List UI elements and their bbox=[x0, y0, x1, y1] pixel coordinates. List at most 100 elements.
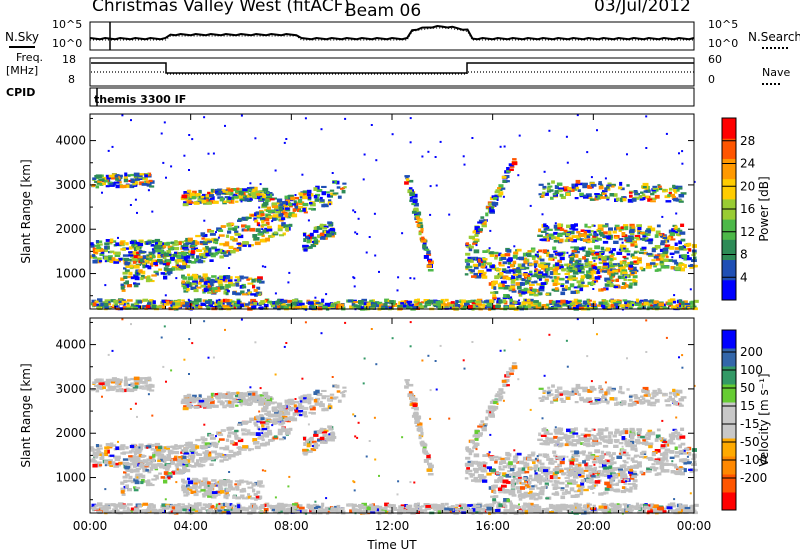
power-cell bbox=[133, 255, 140, 259]
power-cell bbox=[553, 256, 558, 259]
power-noise bbox=[151, 210, 154, 213]
velocity-cell bbox=[427, 473, 434, 476]
power-cell bbox=[672, 300, 677, 304]
velocity-cell bbox=[498, 456, 502, 461]
power-cell bbox=[638, 195, 643, 199]
power-cell bbox=[600, 256, 607, 260]
velocity-cell bbox=[229, 400, 235, 404]
power-cell bbox=[241, 283, 246, 286]
power-cell bbox=[671, 195, 676, 199]
power-cell bbox=[252, 234, 258, 238]
power-noise bbox=[541, 213, 544, 216]
power-cell bbox=[529, 283, 535, 286]
power-noise bbox=[163, 121, 166, 124]
power-cell bbox=[628, 284, 633, 289]
power-cell bbox=[195, 193, 201, 197]
power-cell bbox=[669, 298, 676, 303]
velocity-cell bbox=[172, 447, 178, 450]
power-cell bbox=[188, 201, 194, 204]
power-cell bbox=[132, 260, 137, 264]
power-cell bbox=[223, 276, 229, 280]
velocity-cell bbox=[223, 458, 229, 461]
power-cell bbox=[459, 305, 466, 309]
power-cell bbox=[112, 251, 117, 255]
power-cell bbox=[633, 190, 638, 193]
velocity-cell bbox=[610, 456, 615, 460]
velocity-cell bbox=[145, 384, 150, 388]
velocity-cell bbox=[156, 448, 161, 452]
velocity-cell bbox=[506, 384, 510, 387]
power-cell bbox=[504, 175, 510, 179]
power-cell bbox=[609, 193, 615, 197]
power-cell bbox=[94, 300, 99, 303]
power-cell bbox=[464, 302, 470, 306]
power-noise bbox=[187, 298, 190, 301]
power-cell bbox=[507, 260, 512, 265]
power-cell bbox=[203, 288, 208, 291]
velocity-cell bbox=[586, 474, 592, 478]
velocity-cell bbox=[205, 480, 209, 484]
power-cell bbox=[252, 285, 256, 289]
velocity-cell bbox=[598, 465, 605, 468]
power-cell bbox=[500, 275, 505, 279]
power-cell bbox=[533, 260, 539, 264]
power-cell bbox=[156, 305, 162, 308]
power-cell bbox=[599, 252, 603, 256]
velocity-cell bbox=[502, 465, 508, 469]
power-cell bbox=[658, 305, 663, 309]
power-cell bbox=[547, 182, 551, 185]
power-cell bbox=[464, 306, 469, 309]
power-cell bbox=[149, 262, 154, 267]
velocity-cell bbox=[130, 480, 135, 484]
power-cell bbox=[620, 286, 627, 290]
velocity-cell bbox=[138, 454, 142, 458]
power-cell bbox=[553, 224, 558, 229]
power-cell bbox=[680, 223, 685, 227]
power-cell bbox=[658, 302, 664, 307]
velocity-cell bbox=[239, 479, 244, 484]
power-cell bbox=[623, 263, 630, 268]
power-cell bbox=[233, 247, 237, 250]
power-cell bbox=[246, 194, 252, 198]
power-cell bbox=[185, 302, 191, 306]
power-cell bbox=[678, 245, 684, 250]
velocity-cell bbox=[329, 393, 335, 396]
power-cell bbox=[674, 261, 679, 265]
power-cell bbox=[234, 276, 240, 279]
power-cell bbox=[203, 255, 208, 258]
velocity-cell bbox=[198, 479, 202, 482]
power-cell bbox=[292, 203, 296, 206]
power-noise bbox=[146, 242, 149, 245]
power-cell bbox=[510, 165, 515, 168]
velocity-cell bbox=[255, 495, 260, 499]
power-noise bbox=[187, 283, 190, 286]
power-noise bbox=[207, 152, 210, 155]
velocity-cell bbox=[491, 399, 498, 403]
power-cell bbox=[610, 252, 615, 256]
velocity-cell bbox=[659, 465, 665, 470]
velocity-cell bbox=[219, 401, 224, 406]
power-cell bbox=[611, 279, 617, 282]
power-cell bbox=[197, 197, 202, 201]
power-cell bbox=[522, 252, 527, 257]
power-cell bbox=[452, 304, 457, 309]
power-cell bbox=[267, 300, 272, 304]
power-cell bbox=[201, 199, 207, 204]
power-cell bbox=[534, 268, 538, 271]
power-cell bbox=[625, 300, 631, 304]
velocity-cell bbox=[256, 417, 261, 421]
power-cell bbox=[174, 246, 180, 251]
power-noise bbox=[597, 269, 600, 272]
power-cell bbox=[255, 291, 260, 295]
velocity-cell bbox=[290, 400, 295, 405]
velocity-cell bbox=[326, 397, 331, 402]
power-cell bbox=[161, 299, 168, 303]
power-cell bbox=[478, 219, 483, 222]
power-cell bbox=[330, 227, 335, 232]
power-noise bbox=[224, 124, 226, 127]
power-cell bbox=[467, 305, 473, 309]
power-cell bbox=[151, 254, 156, 259]
power-cell bbox=[674, 247, 681, 250]
power-cell bbox=[232, 227, 238, 231]
velocity-cell bbox=[209, 437, 216, 440]
